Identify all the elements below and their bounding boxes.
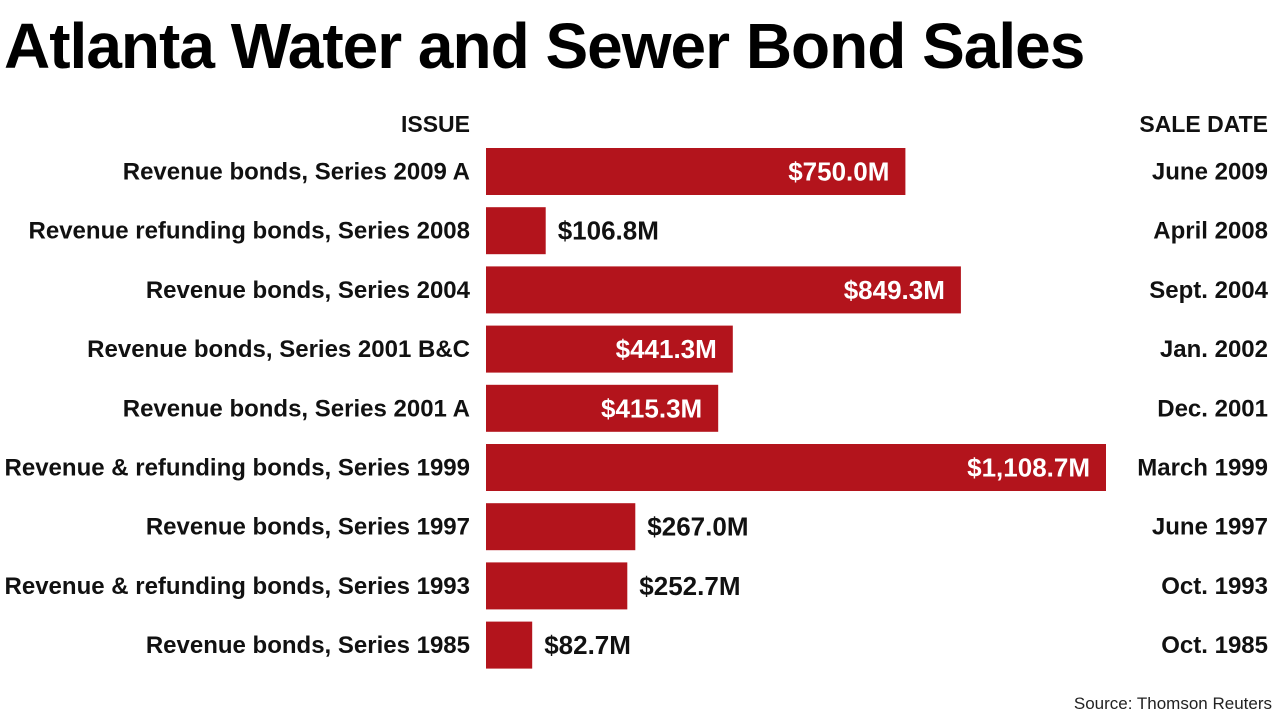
source-note: Source: Thomson Reuters bbox=[1073, 694, 1272, 713]
value-label: $441.3M bbox=[616, 334, 717, 364]
bar bbox=[486, 562, 628, 610]
issue-label: Revenue bonds, Series 1997 bbox=[146, 514, 470, 541]
bar bbox=[486, 384, 719, 432]
bar bbox=[486, 325, 733, 373]
issue-label: Revenue bonds, Series 2001 B&C bbox=[87, 336, 470, 363]
sale-date-label: Jan. 2002 bbox=[1160, 336, 1268, 363]
chart-title: Atlanta Water and Sewer Bond Sales bbox=[4, 10, 1085, 82]
bar-row: Revenue bonds, Series 2009 A $750.0M June … bbox=[123, 148, 1268, 195]
bar-row: Revenue bonds, Series 2004 $849.3M Sept. 2… bbox=[146, 266, 1269, 314]
issue-label: Revenue bonds, Series 2004 bbox=[146, 277, 471, 304]
bar bbox=[486, 503, 636, 551]
issue-label: Revenue bonds, Series 1985 bbox=[146, 632, 470, 659]
bar-row: Revenue bonds, Series 2001 A $415.3M Dec. … bbox=[123, 384, 1268, 432]
bar-row: Revenue & refunding bonds, Series 1999 $1… bbox=[5, 444, 1268, 491]
bar-row: Revenue & refunding bonds, Series 1993 $2… bbox=[5, 562, 1268, 610]
bar-row: Revenue refunding bonds, Series 2008 $106… bbox=[29, 207, 1268, 255]
value-label: $849.3M bbox=[844, 275, 945, 305]
sale-date-label: June 2009 bbox=[1152, 159, 1268, 186]
value-label: $82.7M bbox=[544, 630, 631, 660]
sale-date-label: March 1999 bbox=[1137, 455, 1268, 482]
sale-date-label: June 1997 bbox=[1152, 514, 1268, 541]
sale-date-label: Oct. 1985 bbox=[1161, 632, 1268, 659]
issue-label: Revenue & refunding bonds, Series 1993 bbox=[5, 573, 470, 600]
sale-date-label: Dec. 2001 bbox=[1157, 395, 1268, 422]
bar bbox=[486, 148, 906, 195]
issue-label: Revenue refunding bonds, Series 2008 bbox=[29, 218, 470, 245]
sale-date-column-header: SALE DATE bbox=[1139, 111, 1268, 137]
bar-row: Revenue bonds, Series 1997 $267.0M June 19… bbox=[146, 503, 1268, 551]
bar-row: Revenue bonds, Series 1985 $82.7M Oct. 198… bbox=[146, 621, 1268, 669]
issue-label: Revenue & refunding bonds, Series 1999 bbox=[5, 455, 470, 482]
value-label: $106.8M bbox=[558, 216, 659, 246]
bar bbox=[486, 266, 961, 314]
bar bbox=[486, 444, 1106, 491]
sale-date-label: Sept. 2004 bbox=[1149, 277, 1268, 304]
value-label: $267.0M bbox=[647, 512, 748, 542]
value-label: $252.7M bbox=[639, 571, 740, 601]
bar bbox=[486, 621, 533, 669]
issue-label: Revenue bonds, Series 2001 A bbox=[123, 395, 470, 422]
value-label: $1,108.7M bbox=[967, 453, 1090, 483]
value-label: $415.3M bbox=[601, 393, 702, 423]
bar-row: Revenue bonds, Series 2001 B&C $441.3M Jan… bbox=[87, 325, 1268, 373]
issue-column-header: ISSUE bbox=[401, 111, 470, 137]
value-label: $750.0M bbox=[788, 157, 889, 187]
sale-date-label: Oct. 1993 bbox=[1161, 573, 1268, 600]
bar bbox=[486, 207, 546, 255]
issue-label: Revenue bonds, Series 2009 A bbox=[123, 159, 470, 186]
sale-date-label: April 2008 bbox=[1153, 218, 1268, 245]
